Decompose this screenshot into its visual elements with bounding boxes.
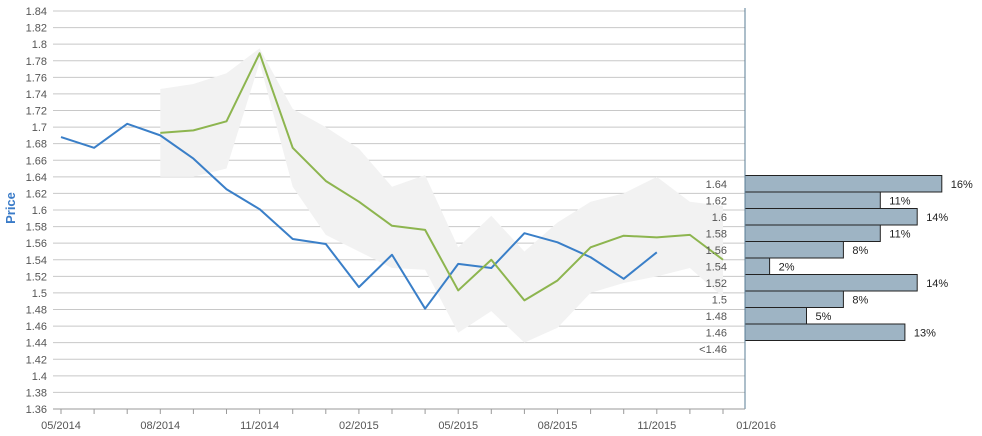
y-tick-label: 1.72 bbox=[26, 106, 47, 118]
confidence-band bbox=[160, 48, 724, 343]
x-tick-label: 11/2014 bbox=[240, 420, 279, 432]
histogram-bar-percent: 2% bbox=[779, 261, 795, 273]
y-tick-label: 1.42 bbox=[26, 354, 47, 366]
y-tick-label: 1.44 bbox=[26, 338, 47, 350]
histogram-bar bbox=[744, 274, 918, 292]
histogram-bar bbox=[744, 241, 844, 259]
histogram-bar-percent: 8% bbox=[852, 245, 868, 257]
histogram-bin-label: 1.48 bbox=[706, 311, 727, 323]
y-axis-ticks: 1.36 1.38 1.4 1.42 1.44 1.46 1.48 1.5 1.52 1.54 1.… bbox=[26, 6, 47, 416]
y-tick-label: 1.38 bbox=[26, 387, 47, 399]
histogram-bar-percent: 16% bbox=[951, 179, 973, 191]
histogram-bar bbox=[744, 175, 943, 193]
histogram-bin-label: 1.56 bbox=[706, 245, 727, 257]
y-tick-label: 1.66 bbox=[26, 155, 47, 167]
histogram-bar-percent: 11% bbox=[889, 228, 910, 240]
histogram-bar bbox=[744, 307, 807, 325]
histogram-bin-label: 1.52 bbox=[706, 278, 727, 290]
histogram-bin-label: 1.46 bbox=[706, 327, 727, 339]
histogram-bar bbox=[744, 290, 844, 308]
histogram-bin-label: 1.62 bbox=[706, 195, 727, 207]
y-tick-label: 1.64 bbox=[26, 172, 47, 184]
distribution-histogram: 1.64 16% 1.62 11% 1.6 14% 1.58 11% 1.56 8% 1.54 2% 1… bbox=[699, 175, 973, 356]
y-tick-label: 1.62 bbox=[26, 188, 47, 200]
y-tick-label: 1.4 bbox=[32, 371, 47, 383]
series-lines bbox=[60, 52, 724, 310]
histogram-bar-percent: 14% bbox=[926, 278, 948, 290]
y-tick-label: 1.48 bbox=[26, 305, 47, 317]
y-tick-label: 1.5 bbox=[32, 288, 47, 300]
histogram-bar-percent: 14% bbox=[926, 212, 948, 224]
y-tick-label: 1.78 bbox=[26, 56, 47, 68]
histogram-bar bbox=[744, 224, 881, 242]
histogram-bin-label: <1.46 bbox=[699, 344, 727, 356]
histogram-bar bbox=[744, 323, 906, 341]
x-tick-label: 05/2015 bbox=[438, 420, 478, 432]
series-line-2 bbox=[160, 52, 724, 302]
x-tick-label: 08/2014 bbox=[140, 420, 180, 432]
histogram-bar bbox=[744, 257, 771, 275]
range-band bbox=[160, 48, 724, 343]
histogram-bar-percent: 5% bbox=[816, 311, 832, 323]
y-tick-label: 1.54 bbox=[26, 255, 47, 267]
y-tick-label: 1.68 bbox=[26, 139, 47, 151]
y-tick-label: 1.8 bbox=[32, 39, 47, 51]
histogram-bar bbox=[744, 208, 918, 226]
histogram-bin-label: 1.6 bbox=[712, 212, 727, 224]
y-tick-label: 1.46 bbox=[26, 321, 47, 333]
series-line-1 bbox=[60, 122, 658, 310]
histogram-bin-label: 1.58 bbox=[706, 228, 727, 240]
y-axis-label: Price bbox=[3, 192, 18, 224]
y-tick-label: 1.52 bbox=[26, 271, 47, 283]
y-tick-label: 1.58 bbox=[26, 222, 47, 234]
histogram-bin-label: 1.64 bbox=[706, 179, 727, 191]
y-tick-label: 1.6 bbox=[32, 205, 47, 217]
y-tick-label: 1.76 bbox=[26, 72, 47, 84]
x-axis-ticks: 05/2014 08/2014 11/2014 02/2015 05/2015 08/20… bbox=[41, 409, 776, 432]
x-tick-label: 02/2015 bbox=[339, 420, 379, 432]
y-tick-label: 1.84 bbox=[26, 6, 47, 18]
histogram-bar-percent: 13% bbox=[914, 327, 936, 339]
y-tick-label: 1.56 bbox=[26, 238, 47, 250]
x-tick-label: 05/2014 bbox=[41, 420, 81, 432]
x-tick-label: 01/2016 bbox=[736, 420, 776, 432]
histogram-bar-percent: 8% bbox=[852, 294, 868, 306]
x-tick-label: 11/2015 bbox=[637, 420, 676, 432]
y-tick-label: 1.82 bbox=[26, 23, 47, 35]
histogram-bin-label: 1.54 bbox=[706, 261, 727, 273]
x-tick-label: 08/2015 bbox=[538, 420, 578, 432]
histogram-bar bbox=[744, 191, 881, 209]
axes bbox=[53, 8, 746, 410]
y-tick-label: 1.74 bbox=[26, 89, 47, 101]
histogram-bin-label: 1.5 bbox=[712, 294, 727, 306]
y-tick-label: 1.7 bbox=[32, 122, 47, 134]
histogram-bar-percent: 11% bbox=[889, 195, 910, 207]
y-tick-label: 1.36 bbox=[26, 404, 47, 416]
